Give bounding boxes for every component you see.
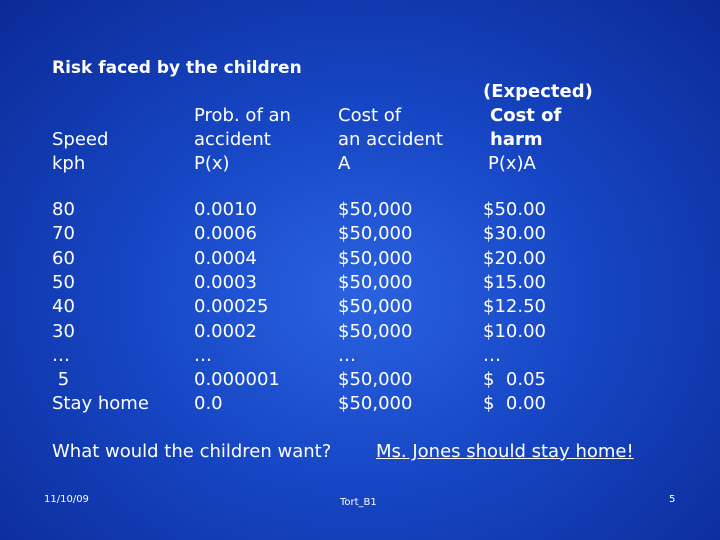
table-cell: …: [52, 344, 70, 366]
table-cell: $20.00: [483, 247, 546, 269]
table-cell: …: [483, 344, 501, 366]
table-cell: $50,000: [338, 223, 413, 245]
table-cell: 0.0006: [194, 223, 257, 245]
table-cell: $50,000: [338, 393, 413, 415]
header-cell: harm: [490, 129, 543, 150]
table-cell: …: [338, 344, 356, 366]
table-cell: $50,000: [338, 369, 413, 391]
table-cell: 80: [52, 199, 75, 220]
header-cell: P(x)A: [488, 153, 536, 174]
table-cell: $10.00: [483, 320, 546, 342]
table-cell: 0.0004: [194, 247, 257, 269]
table-cell: 5: [52, 369, 70, 391]
table-cell: $15.00: [483, 271, 546, 293]
table-cell: $ 0.05: [483, 369, 546, 391]
table-cell: $50,000: [338, 199, 413, 220]
header-cell: A: [338, 153, 351, 174]
header-cell: P(x): [194, 153, 230, 174]
header-cell: kph: [52, 153, 86, 174]
table-cell: …: [194, 344, 212, 366]
header-cell: Speed: [52, 129, 109, 150]
answer: Ms. Jones should stay home!: [376, 441, 634, 462]
slide-title: Risk faced by the children: [52, 58, 302, 78]
table-cell: 0.000001: [194, 369, 280, 391]
header-cell: accident: [194, 129, 271, 150]
table-cell: $30.00: [483, 223, 546, 245]
table-cell: $ 0.00: [483, 393, 546, 415]
table-cell: Stay home: [52, 393, 149, 415]
header-cell: an accident: [338, 129, 443, 150]
table-cell: 0.0003: [194, 271, 257, 293]
footer-date: 11/10/09: [44, 494, 89, 505]
table-cell: 0.0: [194, 393, 223, 415]
table-cell: $50,000: [338, 247, 413, 269]
table-cell: 30: [52, 320, 75, 342]
page-number: 5: [669, 494, 676, 505]
header-cell: Cost of: [338, 105, 402, 126]
header-cell: (Expected): [483, 81, 593, 102]
table-cell: $50,000: [338, 296, 413, 318]
header-cell: Cost of: [490, 105, 562, 126]
table-cell: 0.0010: [194, 199, 257, 220]
table-cell: $50.00: [483, 199, 546, 220]
table-cell: 0.00025: [194, 296, 269, 318]
question: What would the children want?: [52, 441, 332, 462]
table-cell: $50,000: [338, 320, 413, 342]
header-cell: Prob. of an: [194, 105, 291, 126]
table-cell: 40: [52, 296, 75, 318]
table-cell: 0.0002: [194, 320, 257, 342]
footer-label: Tort_B1: [340, 497, 377, 508]
table-cell: 60: [52, 247, 75, 269]
table-cell: 50: [52, 271, 75, 293]
table-cell: $12.50: [483, 296, 546, 318]
table-cell: 70: [52, 223, 75, 245]
table-cell: $50,000: [338, 271, 413, 293]
